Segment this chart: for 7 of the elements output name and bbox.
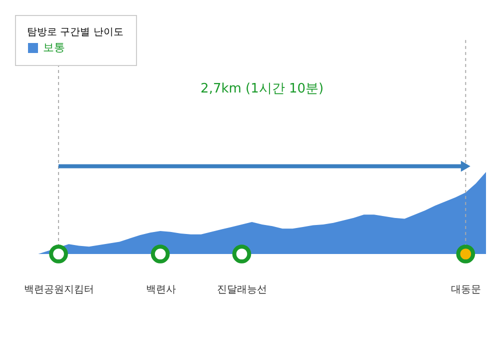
legend-label: 보통 [43,41,65,54]
x-tick-label: 백련공원지킴터 [24,284,94,296]
x-tick-label: 대동문 [451,284,482,296]
text: 2,7km (1시간 10분) [200,81,324,96]
x-tick-label: 백련사 [146,284,176,296]
legend-title: 탐방로 구간별 난이도 [27,27,124,38]
x-tick-label: 진달래능선 [217,284,268,296]
